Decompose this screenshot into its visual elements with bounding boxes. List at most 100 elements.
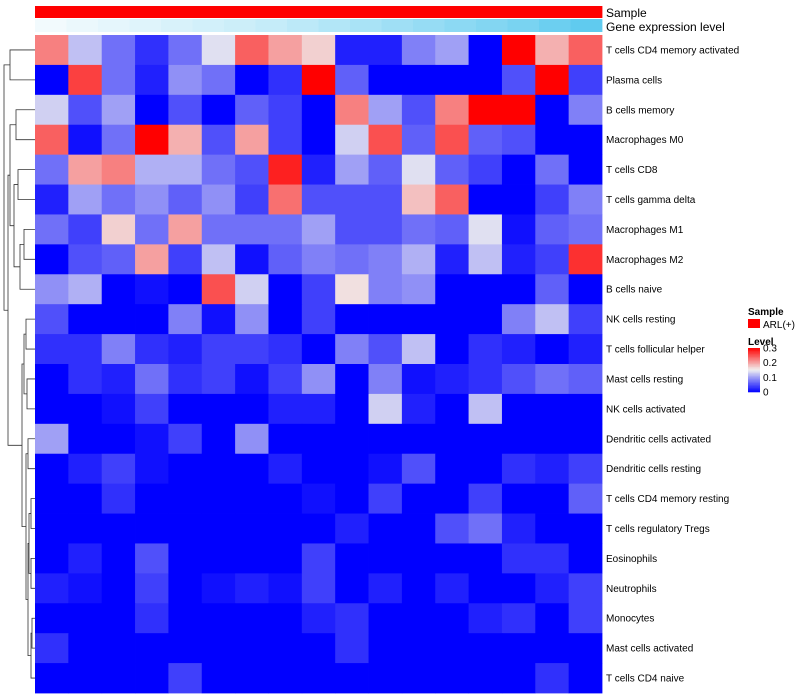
heatmap-cell xyxy=(535,573,570,604)
heatmap-cell xyxy=(401,453,436,485)
heatmap-cell xyxy=(268,154,303,185)
heatmap-cell xyxy=(501,184,536,215)
heatmap-cell xyxy=(568,453,603,485)
heatmap-cell xyxy=(101,35,136,66)
legend-gradient-step xyxy=(748,359,760,362)
annotation-bars xyxy=(35,6,603,32)
row-label: Dendritic cells resting xyxy=(606,464,701,475)
heatmap-cell xyxy=(535,184,570,215)
heatmap-cell xyxy=(501,304,536,335)
heatmap-cell xyxy=(435,663,469,694)
heatmap-cell xyxy=(401,393,436,425)
heatmap-cell xyxy=(168,64,203,96)
heatmap-cell xyxy=(401,274,436,305)
heatmap-cell xyxy=(435,543,469,574)
heatmap-cell xyxy=(201,154,236,185)
heatmap-cell xyxy=(201,603,236,634)
sample-annotation-cell xyxy=(98,6,130,18)
heatmap-cell xyxy=(368,124,403,156)
heatmap-cell xyxy=(35,334,69,365)
heatmap-cell xyxy=(68,603,103,634)
row-label: NK cells activated xyxy=(606,404,685,415)
heatmap-cell xyxy=(68,543,103,574)
heatmap-cell xyxy=(401,244,436,275)
row-label: Dendritic cells activated xyxy=(606,434,711,445)
heatmap-cell xyxy=(168,94,203,126)
heatmap-cell xyxy=(101,663,136,694)
heatmap-cell xyxy=(568,214,603,245)
heatmap-cell xyxy=(168,603,203,634)
heatmap-cell xyxy=(335,304,369,335)
expression-annotation-cell xyxy=(570,19,603,32)
heatmap-cell xyxy=(101,573,136,604)
expression-annotation-cell xyxy=(161,19,193,32)
heatmap-cell xyxy=(301,334,336,365)
heatmap-cell xyxy=(68,633,103,664)
heatmap-cell xyxy=(568,603,603,634)
sample-annotation-label: Sample xyxy=(606,6,647,20)
legend-sample-title: Sample xyxy=(748,307,784,318)
sample-annotation-cell xyxy=(444,6,477,18)
heatmap-cell xyxy=(368,184,403,215)
heatmap-cell xyxy=(535,94,570,126)
heatmap-cell xyxy=(235,573,269,604)
heatmap-cell xyxy=(201,94,236,126)
heatmap-cell xyxy=(135,274,169,305)
heatmap-cell xyxy=(368,633,403,664)
heatmap-cell xyxy=(35,483,69,514)
heatmap-cell xyxy=(401,663,436,694)
heatmap-cell xyxy=(68,184,103,215)
heatmap-cell xyxy=(268,364,303,395)
heatmap-cell xyxy=(235,364,269,395)
heatmap-cell xyxy=(468,35,503,66)
heatmap-cell xyxy=(368,35,403,66)
heatmap-cell xyxy=(101,483,136,514)
heatmap-cell xyxy=(435,94,469,126)
heatmap-cell xyxy=(568,543,603,574)
heatmap-cell xyxy=(68,423,103,455)
legend-gradient-step xyxy=(748,368,760,371)
row-label: Eosinophils xyxy=(606,554,657,565)
heatmap-cell xyxy=(568,663,603,694)
heatmap-cell xyxy=(135,663,169,694)
heatmap-cell xyxy=(268,334,303,365)
heatmap-cell xyxy=(568,184,603,215)
heatmap-cell xyxy=(301,214,336,245)
heatmap-cell xyxy=(135,453,169,485)
heatmap-cell xyxy=(368,453,403,485)
heatmap-cell xyxy=(535,334,570,365)
heatmap-cell xyxy=(335,244,369,275)
heatmap-cell xyxy=(235,304,269,335)
heatmap-cell xyxy=(368,663,403,694)
heatmap-cell xyxy=(68,573,103,604)
heatmap-cell xyxy=(435,35,469,66)
heatmap-cell xyxy=(468,633,503,664)
heatmap-cell xyxy=(401,64,436,96)
heatmap-cell xyxy=(235,393,269,425)
row-label: T cells CD4 memory resting xyxy=(606,494,729,505)
legend-gradient-step xyxy=(748,358,760,361)
heatmap-cell xyxy=(468,663,503,694)
heatmap-cell xyxy=(168,274,203,305)
heatmap-cell xyxy=(168,633,203,664)
expression-annotation-cell xyxy=(476,19,508,32)
heatmap-cell xyxy=(201,274,236,305)
heatmap-cell xyxy=(501,35,536,66)
heatmap-cell xyxy=(35,184,69,215)
legend-gradient-step xyxy=(748,372,760,375)
heatmap-cell xyxy=(468,334,503,365)
dendrogram-branch xyxy=(23,229,35,260)
legend-gradient-step xyxy=(748,381,760,384)
heatmap-cell xyxy=(568,334,603,365)
heatmap-cell xyxy=(235,633,269,664)
expression-annotation-cell xyxy=(192,19,225,32)
expression-annotation-cell xyxy=(224,19,256,32)
heatmap-cell xyxy=(568,573,603,604)
heatmap-cell xyxy=(168,124,203,156)
heatmap-cell xyxy=(335,94,369,126)
heatmap-cell xyxy=(135,423,169,455)
heatmap-cell xyxy=(35,633,69,664)
expression-annotation-cell xyxy=(66,19,99,32)
dendrogram-branch xyxy=(13,184,20,268)
heatmap-cell xyxy=(435,453,469,485)
